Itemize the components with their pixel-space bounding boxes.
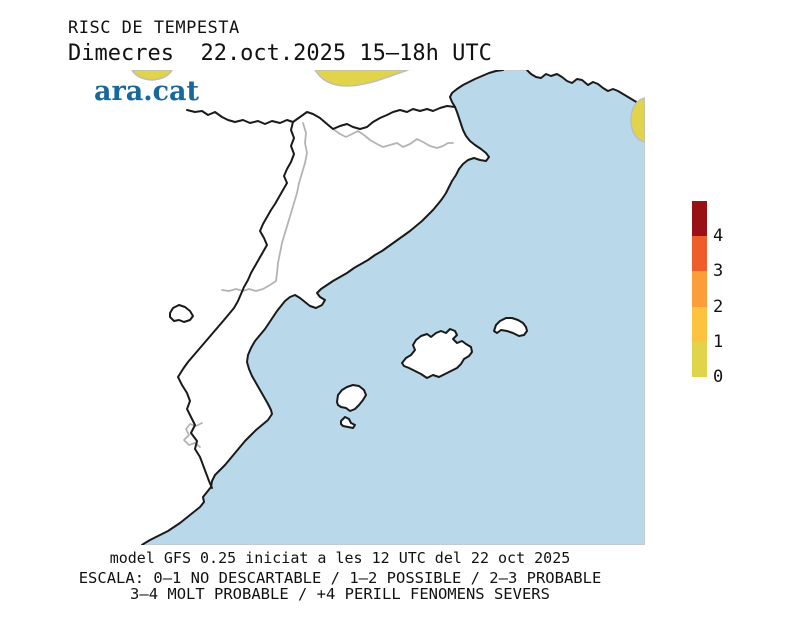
scale-legend-line-1: ESCALA: 0–1 NO DESCARTABLE / 1–2 POSSIBL… — [78, 569, 602, 587]
inland-enclave-outline — [169, 304, 194, 323]
colorbar-tick-0: 0 — [713, 367, 724, 387]
coastline-france — [526, 70, 645, 108]
aragon-border-line — [177, 121, 295, 489]
ara-cat-logo: ara.cat — [94, 76, 200, 107]
model-info-line: model GFS 0.25 iniciat a les 12 UTC del … — [109, 549, 571, 567]
province-border-girona — [332, 128, 454, 149]
mallorca-island — [401, 328, 473, 379]
colorbar-tick-3: 3 — [713, 261, 724, 282]
ibiza-island — [336, 384, 367, 412]
colorbar-segment-2–3 — [692, 271, 707, 307]
menorca-island — [493, 317, 528, 337]
colorbar-tick-1: 1 — [713, 331, 724, 352]
mediterranean-sea — [142, 70, 645, 545]
risk-area-eastern-pyrenees — [314, 70, 409, 87]
formentera-island — [340, 416, 356, 429]
colorbar-segments — [692, 201, 707, 377]
colorbar-tick-2: 2 — [713, 296, 724, 317]
page-title: Dimecres 22.oct.2025 15–18h UTC — [68, 41, 492, 66]
colorbar-segment-4+ — [692, 201, 707, 237]
page-kicker: RISC DE TEMPESTA — [68, 18, 240, 38]
risk-colorbar: 4 3 2 1 0 — [692, 201, 723, 386]
pyrenees-border-line — [186, 105, 456, 130]
colorbar-segment-1–2 — [692, 306, 707, 342]
province-border-lleida — [221, 122, 308, 292]
coastline-iberia — [141, 70, 504, 545]
scale-legend-line-2: 3–4 MOLT PROBABLE / +4 PERILL FENOMENS S… — [130, 585, 550, 603]
colorbar-segment-3–4 — [692, 236, 707, 272]
colorbar-tick-4: 4 — [713, 226, 724, 247]
risk-area-western-pyrenees — [131, 70, 173, 81]
risk-area-french-coast — [630, 97, 645, 143]
colorbar-segment-0–1 — [692, 341, 707, 377]
